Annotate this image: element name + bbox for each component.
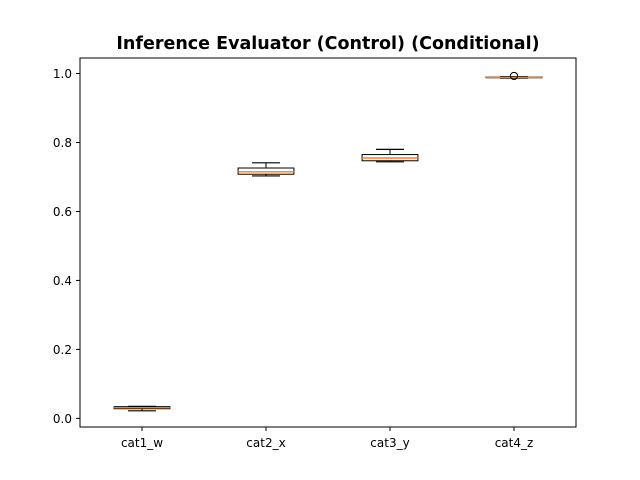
axes-frame bbox=[79, 57, 577, 428]
x-tick-label: cat3_y bbox=[370, 436, 409, 450]
x-tick-label: cat4_z bbox=[495, 436, 534, 450]
plot-area: 0.0 0.2 0.4 0.6 0.8 1.0 cat1_w cat2_x cat3_y cat4… bbox=[53, 57, 577, 450]
y-tick-label: 0.4 bbox=[53, 274, 72, 288]
y-tick-label: 0.2 bbox=[53, 343, 72, 357]
y-tick-label: 0.0 bbox=[53, 412, 72, 426]
y-tick-label: 0.8 bbox=[53, 136, 72, 150]
x-tick-label: cat1_w bbox=[121, 436, 163, 450]
y-tick-label: 0.6 bbox=[53, 205, 72, 219]
x-tick-label: cat2_x bbox=[246, 436, 285, 450]
y-tick-label: 1.0 bbox=[53, 67, 72, 81]
chart-title: Inference Evaluator (Control) (Condition… bbox=[116, 34, 539, 54]
outlier-point bbox=[509, 71, 519, 81]
